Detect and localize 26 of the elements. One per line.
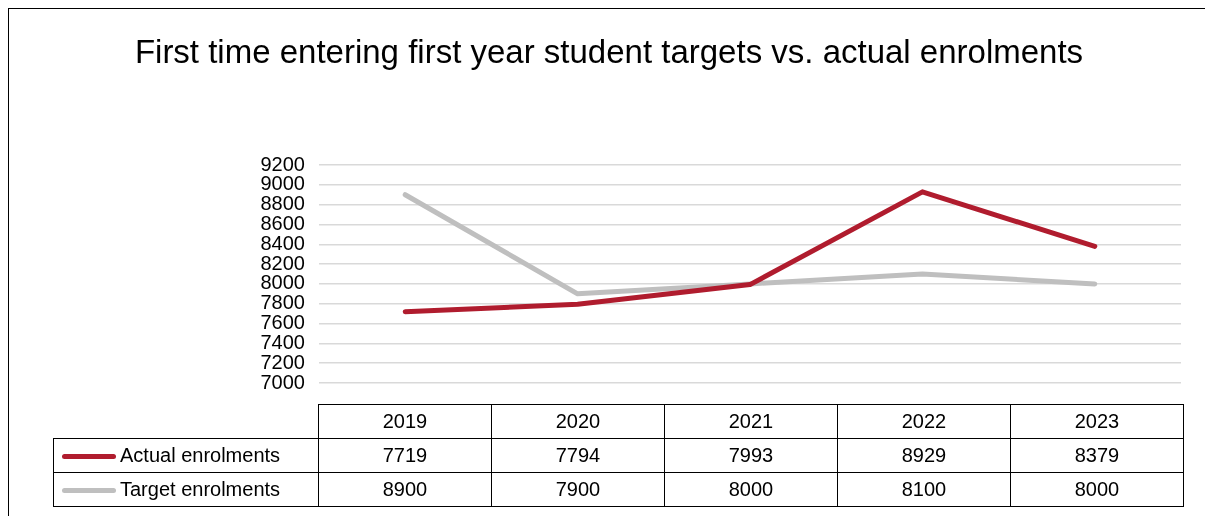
data-label: 7900 [491, 472, 665, 507]
data-label: 7993 [664, 438, 838, 473]
y-tick-label: 8000 [260, 271, 305, 294]
legend-label: Actual enrolments [120, 444, 281, 466]
x-tick-label: 2022 [837, 404, 1011, 439]
y-tick-label: 9200 [260, 152, 305, 175]
y-tick-label: 9000 [260, 172, 305, 195]
y-tick-label: 7000 [260, 370, 305, 393]
legend-label: Target enrolments [120, 478, 281, 500]
data-label: 7719 [318, 438, 492, 473]
y-tick-label: 7200 [260, 350, 305, 373]
data-label: 8929 [837, 438, 1011, 473]
y-tick-label: 8400 [260, 231, 305, 254]
x-tick-label: 2023 [1010, 404, 1184, 439]
x-tick-label: 2020 [491, 404, 665, 439]
chart-title: First time entering first year student targets vs. actual enrolments [133, 32, 1085, 72]
data-label: 8100 [837, 472, 1011, 507]
x-tick-label: 2021 [664, 404, 838, 439]
y-tick-label: 8200 [260, 251, 305, 274]
data-label: 7794 [491, 438, 665, 473]
x-tick-label: 2019 [318, 404, 492, 439]
data-label: 8000 [1010, 472, 1184, 507]
data-label: 8379 [1010, 438, 1184, 473]
data-label: 8000 [664, 472, 838, 507]
data-label: 8900 [318, 472, 492, 507]
y-tick-label: 7800 [260, 291, 305, 314]
